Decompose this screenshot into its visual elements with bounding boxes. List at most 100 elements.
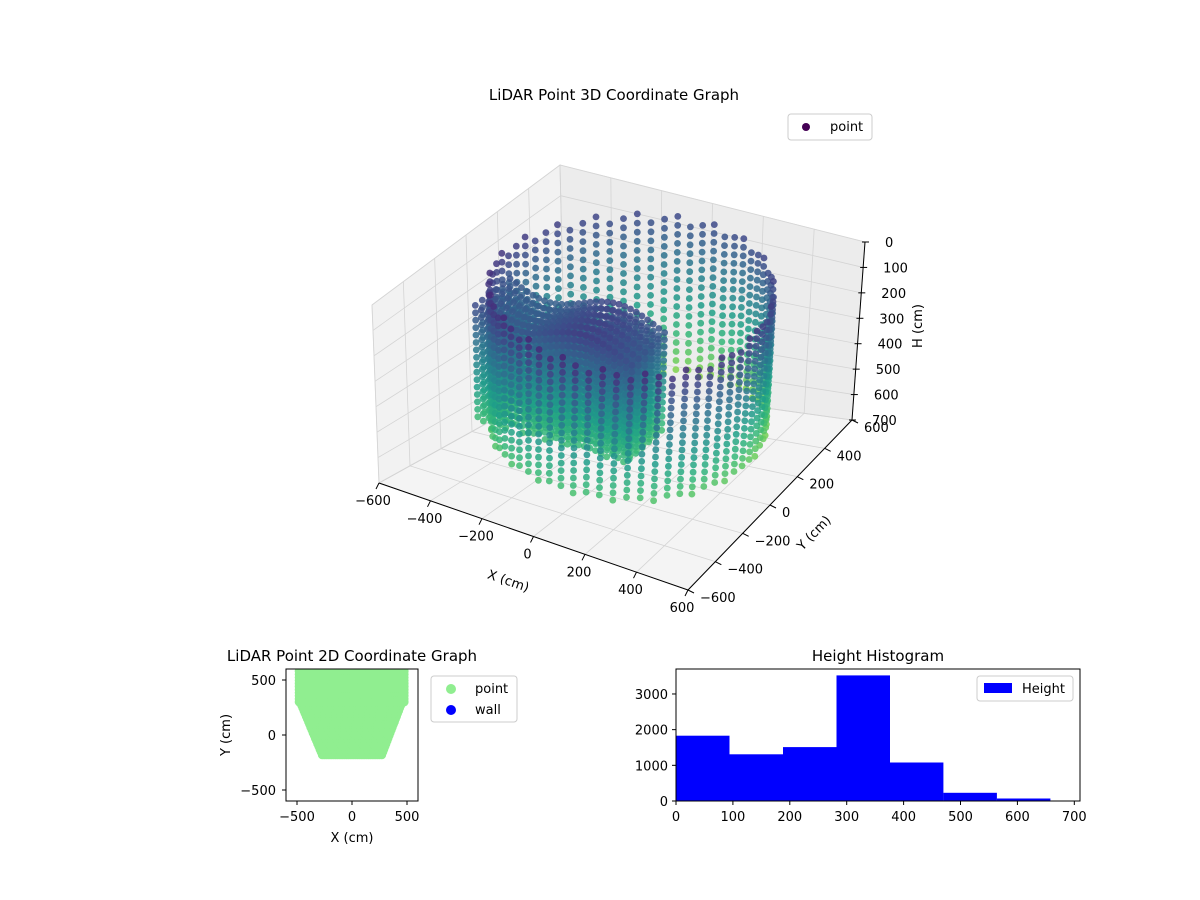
point-3d [647, 292, 654, 299]
point-3d [737, 349, 745, 356]
point-3d [603, 433, 611, 440]
point-3d [646, 383, 654, 391]
point-3d [525, 322, 532, 330]
x-tick-label-3d: 600 [670, 601, 695, 616]
point-3d [647, 273, 655, 281]
point-3d [512, 242, 520, 250]
point-3d [543, 274, 551, 282]
point-3d [525, 351, 532, 359]
point-3d [626, 413, 633, 421]
point-3d [655, 325, 663, 332]
point-3d [507, 365, 515, 373]
point-3d [597, 304, 605, 312]
point-3d [612, 338, 619, 345]
point-3d [532, 282, 540, 290]
point-3d [669, 375, 676, 383]
point-3d [710, 256, 717, 264]
point-3d [541, 329, 549, 337]
point-3d [515, 391, 523, 399]
point-3d [746, 283, 754, 290]
point-3d [703, 424, 711, 432]
point-3d [501, 418, 509, 426]
point-3d [503, 304, 510, 312]
point-3d [635, 344, 643, 352]
point-3d [594, 328, 602, 336]
point-3d [673, 321, 680, 328]
point-3d [579, 310, 586, 318]
point-3d [710, 230, 718, 237]
point-3d [751, 365, 759, 373]
point-3d [529, 291, 537, 299]
point-3d [694, 388, 701, 396]
point-3d [510, 299, 517, 306]
z-tick-label-3d: 700 [872, 414, 897, 429]
point-3d [698, 239, 706, 247]
point-3d [709, 291, 716, 299]
point-3d [686, 241, 694, 249]
point-3d [574, 305, 582, 313]
point-3d [743, 380, 751, 387]
point-3d [747, 425, 755, 433]
point-3d [625, 442, 632, 450]
point-3d [755, 384, 763, 392]
z-tick-label-3d: 600 [874, 389, 899, 404]
point-3d [747, 274, 754, 282]
point-3d [747, 433, 754, 441]
point-3d [702, 453, 709, 461]
point-3d [507, 389, 515, 396]
point-3d [532, 273, 540, 281]
point-3d [633, 416, 641, 424]
point-3d [632, 436, 640, 444]
point-3d [584, 406, 592, 414]
point-3d [632, 443, 640, 451]
point-3d [554, 221, 561, 229]
point-3d [651, 468, 659, 475]
point-3d [495, 403, 503, 411]
point-3d [524, 329, 531, 337]
point-3d [705, 402, 712, 410]
point-3d [504, 295, 512, 302]
point-3d [472, 324, 480, 332]
point-3d [472, 316, 480, 324]
point-3d [543, 265, 550, 273]
y-tick-3d [715, 561, 722, 566]
point-3d [667, 404, 675, 412]
point-3d [553, 399, 560, 407]
point-3d [564, 398, 572, 406]
point-3d [633, 237, 641, 245]
point-3d [531, 246, 539, 254]
point-3d [709, 274, 717, 281]
point-3d [478, 343, 486, 351]
point-3d [594, 337, 601, 345]
point-3d [702, 439, 710, 446]
x-tick-3d [427, 500, 431, 508]
point-3d [512, 279, 520, 287]
point-3d [634, 382, 642, 390]
point-3d [479, 402, 487, 410]
point-3d [486, 269, 494, 277]
point-3d [571, 322, 579, 330]
point-3d [548, 323, 556, 331]
point-3d [720, 251, 728, 258]
point-3d [622, 384, 629, 392]
point-3d [561, 311, 569, 319]
point-3d [593, 344, 601, 352]
point-3d [479, 373, 486, 381]
point-3d [507, 373, 515, 380]
point-3d [698, 248, 706, 256]
point-3d [525, 437, 532, 444]
point-3d [745, 456, 753, 463]
point-3d [755, 391, 762, 399]
point-3d [547, 355, 554, 363]
point-3d [610, 474, 617, 482]
point-3d [515, 383, 523, 391]
point-3d [472, 339, 480, 346]
point-3d [515, 302, 523, 310]
point-3d [647, 310, 654, 317]
point-3d [652, 446, 660, 454]
point-3d [756, 369, 764, 376]
point-3d [650, 497, 657, 505]
point-3d [508, 452, 515, 460]
point-3d [724, 418, 732, 426]
point-3d [564, 342, 572, 350]
